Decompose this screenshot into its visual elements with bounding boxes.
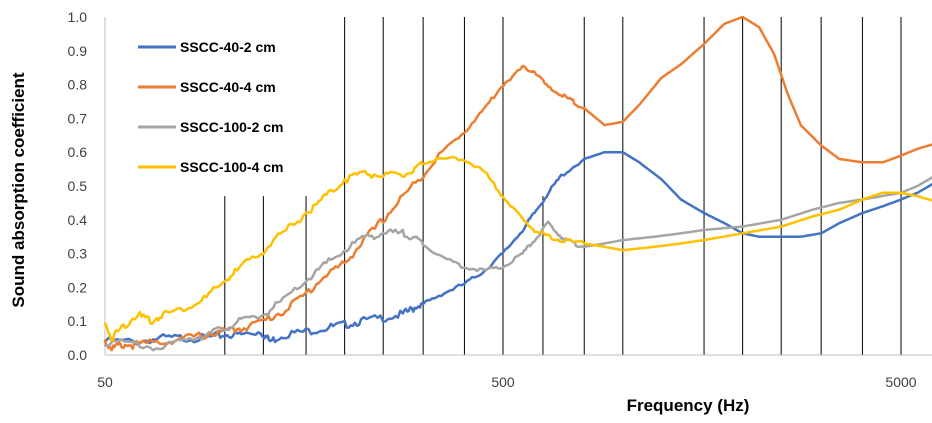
y-tick-label: 0.0 [68, 347, 88, 363]
y-tick-label: 0.2 [68, 279, 88, 295]
x-axis-title: Frequency (Hz) [627, 396, 750, 415]
series-line-1 [103, 150, 932, 346]
legend-label-1: SSCC-40-2 cm [180, 39, 276, 55]
grid-layer [224, 17, 902, 355]
legend: SSCC-40-2 cm SSCC-40-4 cm SSCC-100-2 cm SSC… [138, 39, 284, 175]
series-line-2 [103, 15, 932, 352]
series-line-3 [103, 176, 932, 352]
y-tick-label: 0.1 [68, 313, 88, 329]
series-layer [103, 15, 932, 352]
axis-layer: 0.0 0.1 0.2 0.3 0.4 0.5 0.6 0.7 0.8 0.9 1.0 50 500 50… [68, 9, 932, 390]
y-tick-label: 0.5 [68, 178, 88, 194]
legend-label-2: SSCC-40-4 cm [180, 79, 276, 95]
x-tick-label: 500 [491, 374, 515, 390]
x-tick-label: 50 [97, 374, 113, 390]
x-tick-label: 5000 [885, 374, 916, 390]
legend-label-3: SSCC-100-2 cm [180, 119, 284, 135]
y-tick-label: 0.4 [68, 212, 88, 228]
y-tick-label: 0.9 [68, 43, 88, 59]
legend-label-4: SSCC-100-4 cm [180, 159, 284, 175]
y-tick-label: 0.6 [68, 144, 88, 160]
y-tick-label: 1.0 [68, 9, 88, 25]
y-tick-label: 0.8 [68, 77, 88, 93]
y-tick-label: 0.7 [68, 110, 88, 126]
y-axis-title: Sound absorption coefficient [9, 72, 28, 308]
y-tick-label: 0.3 [68, 246, 88, 262]
series-line-4 [103, 155, 932, 342]
